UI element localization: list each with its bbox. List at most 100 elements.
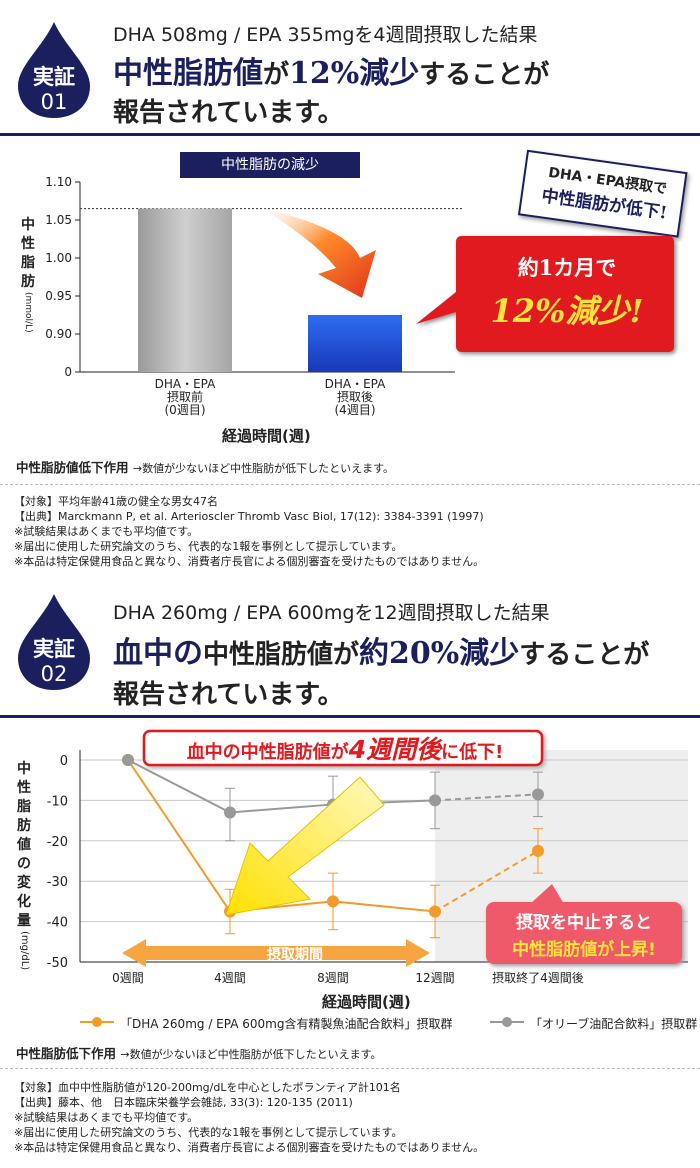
- callout3-line2: 中性脂肪値が上昇!: [512, 940, 656, 960]
- callout2-line1: 約1カ月で: [517, 255, 617, 280]
- headline-part: 中性脂肪値: [113, 56, 263, 91]
- x-tick-label: 摂取終了4週間後: [492, 970, 584, 985]
- callout3-text: 摂取を中止すると 中性脂肪値が上昇!: [486, 908, 682, 960]
- series-line: [434, 793, 539, 802]
- period-label: 摂取期間: [267, 947, 323, 963]
- y-tick-label: -10: [47, 794, 68, 809]
- note-line: 【出典】Marckmann P, et al. Arterioscler Thr…: [14, 510, 484, 523]
- section2-notes: 【対象】血中中性脂肪値が120-200mg/dLを中心としたボランティア計101…: [14, 1080, 484, 1155]
- x-tick-label: 0週間: [112, 971, 144, 985]
- headline-part: 12%減少: [289, 56, 420, 91]
- note-line: 【対象】平均年齢41歳の健全な男女47名: [14, 495, 218, 508]
- headline-part: が: [263, 60, 290, 90]
- headline-part: 血中の: [113, 636, 203, 671]
- dashed-divider: [0, 484, 700, 485]
- y-tick-label: 1.10: [45, 175, 72, 189]
- section2-headline-line3: 報告されています。: [113, 680, 344, 710]
- chart1-title: 中性脂肪の減少: [180, 152, 360, 178]
- series-line: [229, 803, 334, 814]
- note-line: ※本品は特定保健用食品と異なり、消費者庁長官による個別審査を受けたものではありま…: [14, 1141, 485, 1154]
- y-tick-label: 0: [60, 754, 68, 769]
- data-point: [532, 788, 544, 801]
- chart2-effect: 中性脂肪低下作用 →数値が少ないほど中性脂肪が低下したといえます。: [16, 1043, 382, 1062]
- section2-headline: 血中の中性脂肪値が約20%減少することが: [113, 628, 649, 672]
- ylabel-char: 肪: [17, 818, 31, 834]
- x-tick-label: 8週間: [317, 971, 349, 985]
- effect-note: →数値が少ないほど中性脂肪が低下したといえます。: [132, 462, 394, 475]
- headline-part: することが: [519, 640, 650, 670]
- x-tick-label: (4週目): [335, 403, 376, 417]
- x-tick-label: 12週間: [415, 971, 454, 985]
- series-line: [332, 900, 436, 913]
- chart1-effect: 中性脂肪値低下作用 →数値が少ないほど中性脂肪が低下したといえます。: [16, 457, 394, 476]
- data-point: [532, 844, 544, 857]
- series-line: [127, 759, 231, 913]
- ylabel-char: の: [17, 856, 31, 872]
- ylabel-char: 肪: [21, 274, 35, 290]
- headline-part: が: [333, 640, 360, 670]
- y-tick-label: -30: [47, 875, 68, 890]
- x-tick-label: 摂取後: [337, 389, 373, 404]
- data-point: [429, 794, 441, 807]
- y-tick-label: 1.05: [45, 213, 72, 227]
- y-tick-label: 1.00: [45, 251, 72, 265]
- ylabel-char: 変: [17, 875, 31, 891]
- headline-part: 中性脂肪値: [203, 640, 334, 670]
- effect-title: 中性脂肪低下作用: [16, 1046, 117, 1061]
- banner-text: 血中の中性脂肪値が4週間後に低下!: [150, 730, 540, 766]
- section-divider: [0, 715, 700, 718]
- note-line: 【出典】藤本、他 日本臨床栄養学会雑誌, 33(3): 120-135 (201…: [14, 1096, 353, 1109]
- ylabel-char: 値: [17, 837, 31, 853]
- note-line: ※本品は特定保健用食品と異なり、消費者庁長官による個別審査を受けたものではありま…: [14, 555, 485, 568]
- x-tick-label: 4週間: [214, 971, 246, 985]
- badge-number: 02: [40, 662, 68, 686]
- ylabel-char: 中: [17, 761, 31, 777]
- badge-drop-01: 実証 01: [14, 20, 94, 120]
- callout2-line2: 12%減少!: [490, 292, 644, 330]
- ylabel-unit: (mmol/L): [23, 292, 33, 333]
- section1-subtitle: DHA 508mg / EPA 355mgを4週間摂取した結果: [113, 24, 538, 46]
- callout3-box: [486, 884, 682, 964]
- x-tick-label: (0週目): [165, 403, 206, 417]
- legend-label-orange: 「DHA 260mg / EPA 600mg含有精製魚油配合飲料」摂取群: [120, 1017, 453, 1031]
- chart2-xlabel: 経過時間(週): [322, 993, 411, 1011]
- x-tick-label: DHA・EPA: [155, 377, 217, 391]
- note-line: ※試験結果はあくまでも平均値です。: [14, 1111, 199, 1124]
- effect-title: 中性脂肪値低下作用: [16, 460, 129, 475]
- series-line: [127, 759, 231, 814]
- note-line: ※試験結果はあくまでも平均値です。: [14, 525, 199, 538]
- y-tick-label: -40: [47, 916, 68, 931]
- section1-headline-line3: 報告されています。: [113, 98, 344, 128]
- y-tick-label: 0.90: [45, 327, 72, 341]
- x-tick-label: 摂取前: [167, 389, 203, 404]
- y-tick-label: 0.95: [45, 289, 72, 303]
- callout3-line1: 摂取を中止すると: [516, 913, 652, 933]
- ylabel-char: 脂: [21, 255, 35, 271]
- chart1-ylabel: 中性脂肪 (mmol/L): [18, 216, 38, 333]
- ylabel-unit: (mg/dL): [19, 931, 30, 971]
- bar: [308, 315, 402, 372]
- data-point: [327, 895, 339, 908]
- chart2-ylabel: 中性脂肪値の変化量 (mg/dL): [14, 760, 34, 970]
- x-tick-label: DHA・EPA: [325, 377, 387, 391]
- callout1-box: [517, 149, 688, 238]
- period-arrow: [122, 939, 430, 967]
- chart1-svg: 00.900.951.001.051.10DHA・EPA摂取前(0週目)DHA・…: [45, 175, 462, 417]
- water-drop-icon: [18, 22, 90, 118]
- chart1-xlabel: 経過時間(週): [222, 427, 311, 445]
- legend-marker-orange: [80, 1017, 114, 1027]
- banner-box: [142, 729, 544, 767]
- y-tick-label: 0: [64, 365, 72, 379]
- y-tick-label: -20: [47, 835, 68, 850]
- headline-part: 約20%減少: [359, 636, 520, 671]
- effect-note: →数値が少ないほど中性脂肪が低下したといえます。: [120, 1048, 382, 1061]
- note-line: ※届出に使用した研究論文のうち、代表的な1報を事例として提示しています。: [14, 540, 403, 553]
- legend-label-gray: 「オリーブ油配合飲料」摂取群: [530, 1017, 698, 1031]
- ylabel-char: 性: [21, 236, 35, 252]
- data-point: [122, 754, 134, 766]
- callout2-text: 約1カ月で 12%減少!: [462, 252, 672, 332]
- section1-headline: 中性脂肪値が12%減少することが: [113, 48, 549, 92]
- data-point: [429, 905, 441, 918]
- yellow-arrow: [225, 776, 385, 916]
- bar: [138, 208, 232, 372]
